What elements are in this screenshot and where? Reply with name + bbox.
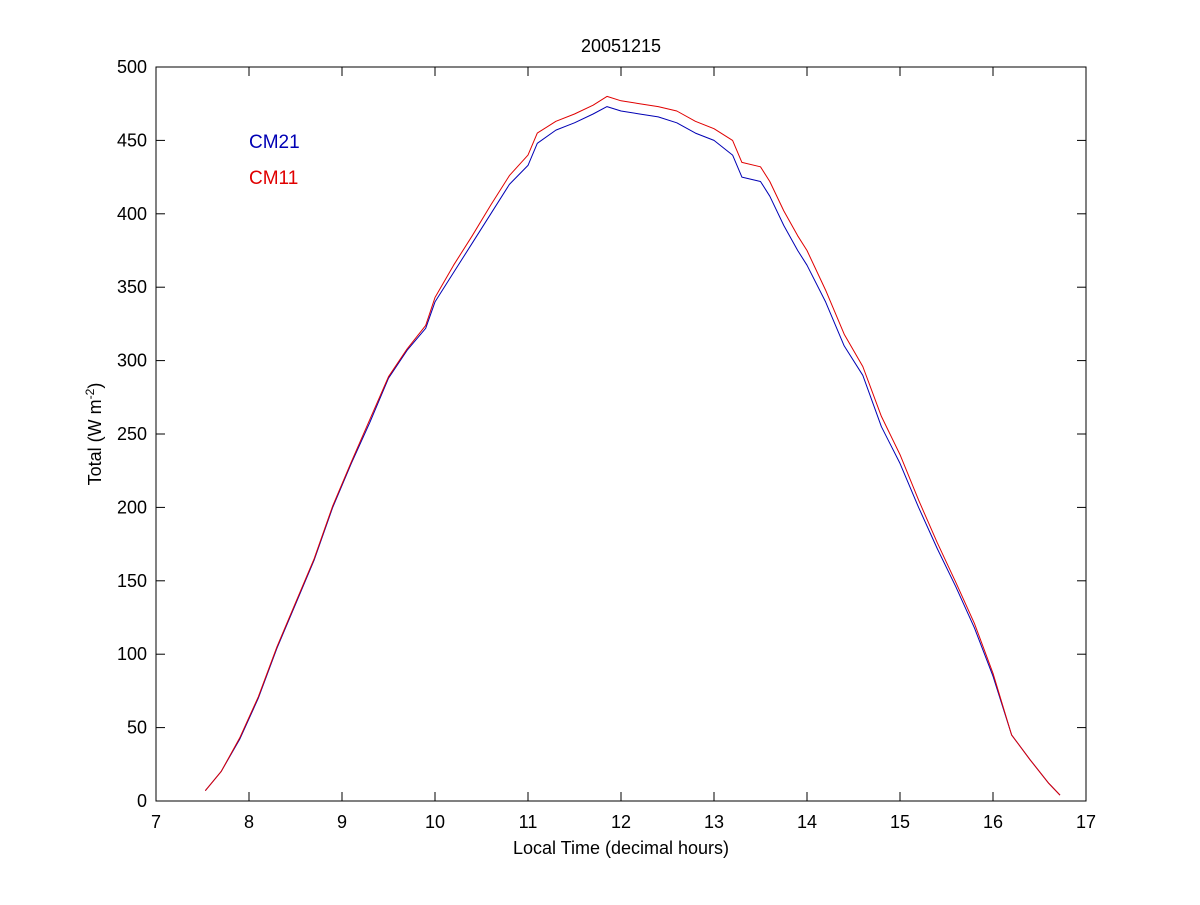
y-tick-label: 200 xyxy=(117,497,147,517)
y-tick-label: 350 xyxy=(117,277,147,297)
y-axis-label-close: ) xyxy=(85,383,105,389)
x-tick-label: 9 xyxy=(337,812,347,832)
y-tick-label: 150 xyxy=(117,571,147,591)
y-tick-label: 100 xyxy=(117,644,147,664)
y-tick-label: 250 xyxy=(117,424,147,444)
x-axis-label: Local Time (decimal hours) xyxy=(513,838,729,858)
y-tick-label: 400 xyxy=(117,204,147,224)
legend: CM21 CM11 xyxy=(249,132,300,189)
x-tick-label: 12 xyxy=(611,812,631,832)
x-tick-label: 8 xyxy=(244,812,254,832)
series-layer xyxy=(204,95,1061,796)
x-tick-label: 16 xyxy=(983,812,1003,832)
x-axis-ticks: 7 8 9 10 11 12 13 14 15 16 17 xyxy=(151,67,1096,832)
y-axis-label-exponent: -2 xyxy=(83,388,97,399)
y-tick-label: 50 xyxy=(127,718,147,738)
x-tick-label: 14 xyxy=(797,812,817,832)
plot-area xyxy=(156,67,1086,801)
x-tick-label: 13 xyxy=(704,812,724,832)
legend-entry-cm11: CM11 xyxy=(249,168,298,189)
x-tick-label: 11 xyxy=(519,812,538,832)
y-axis-label-main: Total (W m xyxy=(85,399,105,485)
x-tick-label: 10 xyxy=(425,812,445,832)
x-tick-label: 15 xyxy=(890,812,910,832)
y-axis-label: Total (W m-2) xyxy=(83,383,105,486)
y-tick-label: 300 xyxy=(117,351,147,371)
x-tick-label: 7 xyxy=(151,812,161,832)
y-tick-label: 450 xyxy=(117,130,147,150)
y-tick-label: 500 xyxy=(117,57,147,77)
y-tick-label: 0 xyxy=(137,791,147,811)
y-axis-ticks: 0 50 100 150 200 250 300 350 400 450 500 xyxy=(117,57,1086,811)
series-line-cm11 xyxy=(204,95,1061,796)
x-tick-label: 17 xyxy=(1076,812,1096,832)
chart-title: 20051215 xyxy=(581,36,661,56)
series-line-cm21 xyxy=(204,106,1061,796)
legend-entry-cm21: CM21 xyxy=(249,132,300,153)
